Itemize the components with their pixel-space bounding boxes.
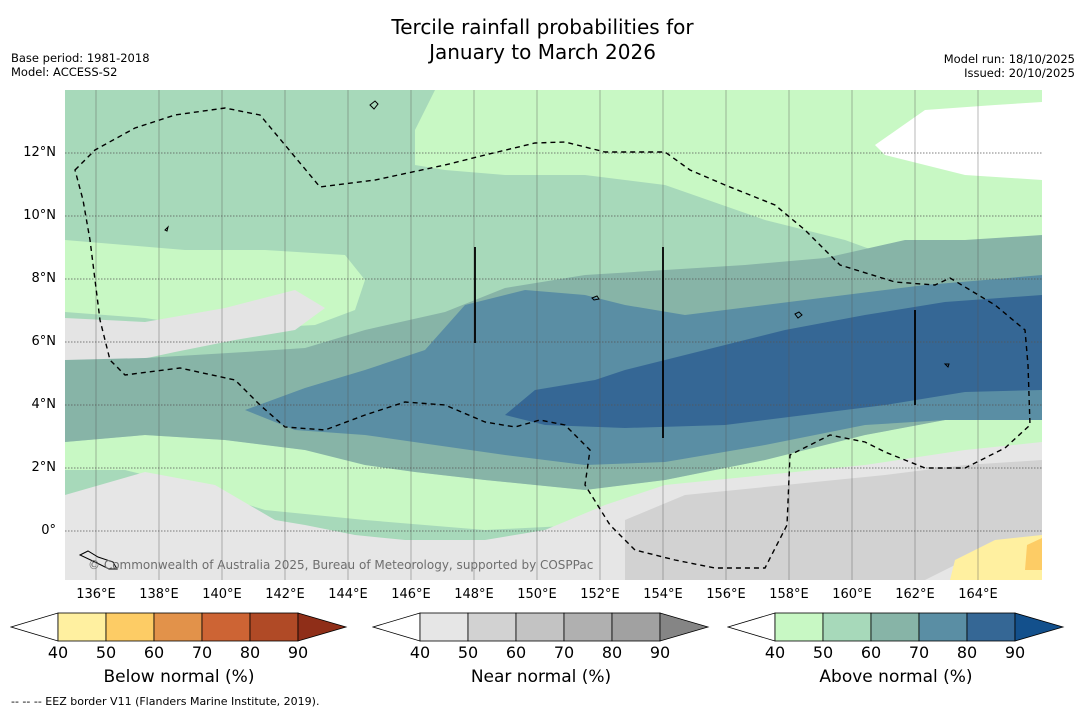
copyright-notice: © Commonwealth of Australia 2025, Bureau… xyxy=(88,558,594,572)
lon-label: 136°E xyxy=(76,587,116,602)
below-normal-label: Below normal (%) xyxy=(103,667,255,687)
lat-label: 10°N xyxy=(23,208,56,223)
colorbar-extend-high xyxy=(659,612,710,642)
model-run: Model run: 18/10/2025 xyxy=(943,52,1075,66)
model-info: Base period: 1981-2018 Model: ACCESS-S2 xyxy=(11,51,150,79)
cbar-tick: 90 xyxy=(287,643,309,662)
colorbar-swatch xyxy=(966,612,1016,642)
cbar-tick: 80 xyxy=(239,643,261,662)
colorbar-swatches xyxy=(726,612,1065,642)
lat-label: 12°N xyxy=(23,145,56,160)
lon-label: 140°E xyxy=(202,587,242,602)
colorbar-swatch xyxy=(515,612,565,642)
colorbar-extend-low xyxy=(726,612,776,642)
cbar-tick: 70 xyxy=(553,643,575,662)
lon-label: 146°E xyxy=(391,587,431,602)
lat-label: 4°N xyxy=(31,397,57,412)
above-normal-label: Above normal (%) xyxy=(819,667,973,687)
colorbar-swatch xyxy=(870,612,920,642)
above-80-90-region xyxy=(505,295,1042,428)
cbar-tick: 60 xyxy=(860,643,882,662)
colorbar-swatch xyxy=(105,612,155,642)
lon-label: 156°E xyxy=(706,587,746,602)
colorbar-swatches xyxy=(9,612,348,642)
issued-date: Issued: 20/10/2025 xyxy=(964,66,1075,80)
lon-label: 138°E xyxy=(139,587,179,602)
colorbar-swatch xyxy=(153,612,203,642)
lon-label: 148°E xyxy=(454,587,494,602)
near-normal-label: Near normal (%) xyxy=(470,667,612,687)
model-name: Model: ACCESS-S2 xyxy=(11,65,118,79)
colorbar-extend-high xyxy=(297,612,348,642)
above-normal-colorbar xyxy=(726,612,1067,646)
lat-label: 6°N xyxy=(31,334,57,349)
colorbar-swatch xyxy=(774,612,824,642)
lon-label: 142°E xyxy=(265,587,305,602)
lon-label: 162°E xyxy=(895,587,935,602)
map-canvas xyxy=(65,90,1042,580)
title-line-2: January to March 2026 xyxy=(429,40,656,64)
near-50-60-south-region xyxy=(625,460,1042,580)
run-info: Model run: 18/10/2025 Issued: 20/10/2025 xyxy=(944,52,1075,80)
colorbar-extend-high xyxy=(1014,612,1065,642)
near-normal-colorbar xyxy=(371,612,712,646)
base-period: Base period: 1981-2018 xyxy=(11,51,150,65)
gridlines xyxy=(65,152,1042,532)
below-50-60-region xyxy=(1025,538,1042,570)
colorbar-swatch xyxy=(563,612,613,642)
eez-footnote: -- -- -- EEZ border V11 (Flanders Marine… xyxy=(11,695,320,708)
eez-border xyxy=(74,107,1031,569)
colorbar-swatch xyxy=(57,612,107,642)
cbar-tick: 50 xyxy=(95,643,117,662)
lon-label: 158°E xyxy=(769,587,809,602)
cbar-tick: 70 xyxy=(191,643,213,662)
colorbar-swatch xyxy=(467,612,517,642)
lon-label: 160°E xyxy=(832,587,872,602)
colorbar-extend-low xyxy=(9,612,59,642)
near-40-50-west-region xyxy=(65,290,325,375)
cbar-tick: 80 xyxy=(601,643,623,662)
lon-label: 150°E xyxy=(517,587,557,602)
probability-map xyxy=(65,90,1042,580)
cbar-tick: 80 xyxy=(956,643,978,662)
lon-label: 152°E xyxy=(580,587,620,602)
boundary-lines xyxy=(474,247,916,438)
cbar-tick: 90 xyxy=(1004,643,1026,662)
above-40-50-south-region xyxy=(65,415,1042,530)
cbar-tick: 90 xyxy=(649,643,671,662)
colorbar-swatch xyxy=(201,612,251,642)
below-40-50-region xyxy=(950,535,1042,580)
cbar-tick: 70 xyxy=(908,643,930,662)
lon-label: 164°E xyxy=(958,587,998,602)
lat-label: 8°N xyxy=(31,271,57,286)
map-title: Tercile rainfall probabilities for Janua… xyxy=(0,15,1085,65)
cbar-tick: 40 xyxy=(409,643,431,662)
lat-label: 0° xyxy=(41,523,56,538)
cbar-tick: 60 xyxy=(505,643,527,662)
white-north-east-region xyxy=(875,102,1042,180)
title-line-1: Tercile rainfall probabilities for xyxy=(391,15,694,39)
lon-label: 154°E xyxy=(643,587,683,602)
colorbar-swatch xyxy=(249,612,299,642)
colorbar-swatch xyxy=(822,612,872,642)
cbar-tick: 50 xyxy=(457,643,479,662)
lon-label: 144°E xyxy=(328,587,368,602)
colorbar-extend-low xyxy=(371,612,421,642)
islands xyxy=(78,100,950,570)
below-normal-colorbar xyxy=(9,612,350,646)
cbar-tick: 40 xyxy=(47,643,69,662)
cbar-tick: 60 xyxy=(143,643,165,662)
colorbar-swatch xyxy=(918,612,968,642)
colorbar-swatch xyxy=(611,612,661,642)
cbar-tick: 50 xyxy=(812,643,834,662)
colorbar-swatch xyxy=(419,612,469,642)
cbar-tick: 40 xyxy=(764,643,786,662)
meridians xyxy=(95,90,979,580)
lat-label: 2°N xyxy=(31,460,57,475)
colorbar-swatches xyxy=(371,612,710,642)
